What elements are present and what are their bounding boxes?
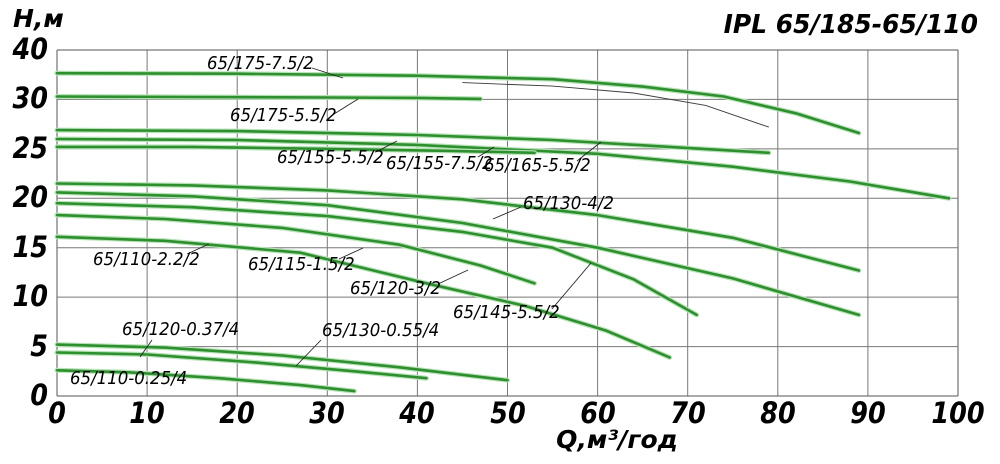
x-tick-label-0: 0 — [48, 396, 66, 430]
curve-label-65-175-5-5-2: 65/175-5.5/2 — [230, 105, 337, 126]
curve-label-65-110-2-2-2: 65/110-2.2/2 — [93, 249, 200, 270]
x-tick-label-90: 90 — [850, 396, 886, 430]
y-tick-label-10: 10 — [12, 279, 49, 314]
thin-reference-curve — [462, 82, 769, 128]
leader-line-65-130-4-2 — [492, 206, 522, 220]
curve-label-65-115-1-5-2: 65/115-1.5/2 — [248, 254, 355, 275]
leader-line-65-120-0-37-4 — [139, 339, 153, 358]
curve-label-65-130-4-2: 65/130-4/2 — [523, 193, 614, 214]
pump-curve-65-175-7-5-2-halo — [54, 70, 862, 136]
pump-curve-65-130-0-55-4 — [55, 343, 509, 382]
curve-label-65-155-7-5-2: 65/155-7.5/2 — [386, 153, 493, 174]
leader-line-65-175-5-5-2 — [333, 98, 359, 115]
leader-line-65-155-5-5-2 — [377, 140, 398, 152]
pump-curve-65-155-5-5-2 — [55, 145, 536, 155]
curve-label-65-175-7-5-2: 65/175-7.5/2 — [207, 53, 314, 74]
curve-label-65-130-0-55-4: 65/130-0.55/4 — [322, 320, 440, 341]
x-tick-label-80: 80 — [760, 396, 796, 430]
page-title: IPL 65/185-65/110 — [723, 10, 978, 40]
y-tick-label-0: 0 — [30, 378, 48, 412]
pump-curve-65-145-5-5-2 — [55, 191, 861, 317]
y-tick-label-15: 15 — [12, 229, 49, 264]
y-tick-label-30: 30 — [12, 81, 49, 116]
pump-curve-65-155-7-5-2 — [55, 137, 951, 200]
pump-curve-65-175-5-5-2 — [55, 95, 482, 101]
curve-label-65-120-3-2: 65/120-3/2 — [350, 278, 441, 299]
curve-label-65-145-5-5-2: 65/145-5.5/2 — [453, 302, 560, 323]
x-axis-title: Q,м³/год — [556, 425, 678, 454]
x-tick-label-100: 100 — [931, 396, 985, 430]
leader-line-65-155-7-5-2 — [477, 146, 495, 158]
y-tick-label-25: 25 — [12, 130, 49, 165]
pump-curve-65-120-3-2 — [55, 201, 699, 317]
curve-label-65-155-5-5-2: 65/155-5.5/2 — [277, 147, 384, 168]
x-tick-label-20: 20 — [219, 396, 255, 430]
curve-label-65-110-0-25-4: 65/110-0.25/4 — [70, 368, 188, 389]
leader-line-65-120-3-2 — [437, 269, 469, 285]
pump-curve-65-115-1-5-2 — [55, 213, 536, 285]
leader-line-65-110-2-2-2 — [186, 243, 210, 255]
leader-line-65-165-5-5-2 — [576, 141, 602, 162]
leader-line-65-145-5-5-2 — [551, 262, 592, 310]
pump-curve-65-110-0-25-4 — [55, 368, 356, 393]
y-tick-label-40: 40 — [12, 32, 49, 66]
x-tick-label-50: 50 — [489, 396, 526, 430]
x-tick-label-60: 60 — [579, 396, 616, 430]
x-tick-label-40: 40 — [399, 396, 436, 430]
pump-curve-65-120-0-37-4 — [55, 351, 428, 380]
curve-label-65-120-0-37-4: 65/120-0.37/4 — [122, 319, 240, 340]
x-tick-label-70: 70 — [669, 396, 706, 430]
pump-curve-65-165-5-5-2 — [55, 128, 771, 155]
x-tick-label-10: 10 — [129, 396, 165, 430]
curve-label-65-165-5-5-2: 65/165-5.5/2 — [484, 155, 591, 176]
y-tick-label-20: 20 — [12, 180, 49, 215]
leader-line-65-130-0-55-4 — [295, 339, 322, 367]
label-leader-lines — [139, 67, 602, 367]
pump-curves — [54, 70, 952, 394]
pump-curve-65-175-7-5-2 — [55, 71, 861, 135]
pump-curve-65-110-2-2-2 — [55, 235, 672, 359]
leader-line-65-115-1-5-2 — [338, 247, 364, 260]
y-axis-title: Н,м — [13, 4, 64, 33]
y-tick-label-5: 5 — [30, 328, 48, 363]
x-tick-label-30: 30 — [309, 396, 346, 430]
pump-curve-65-130-4-2 — [55, 182, 861, 272]
leader-line-65-175-7-5-2 — [311, 67, 344, 79]
